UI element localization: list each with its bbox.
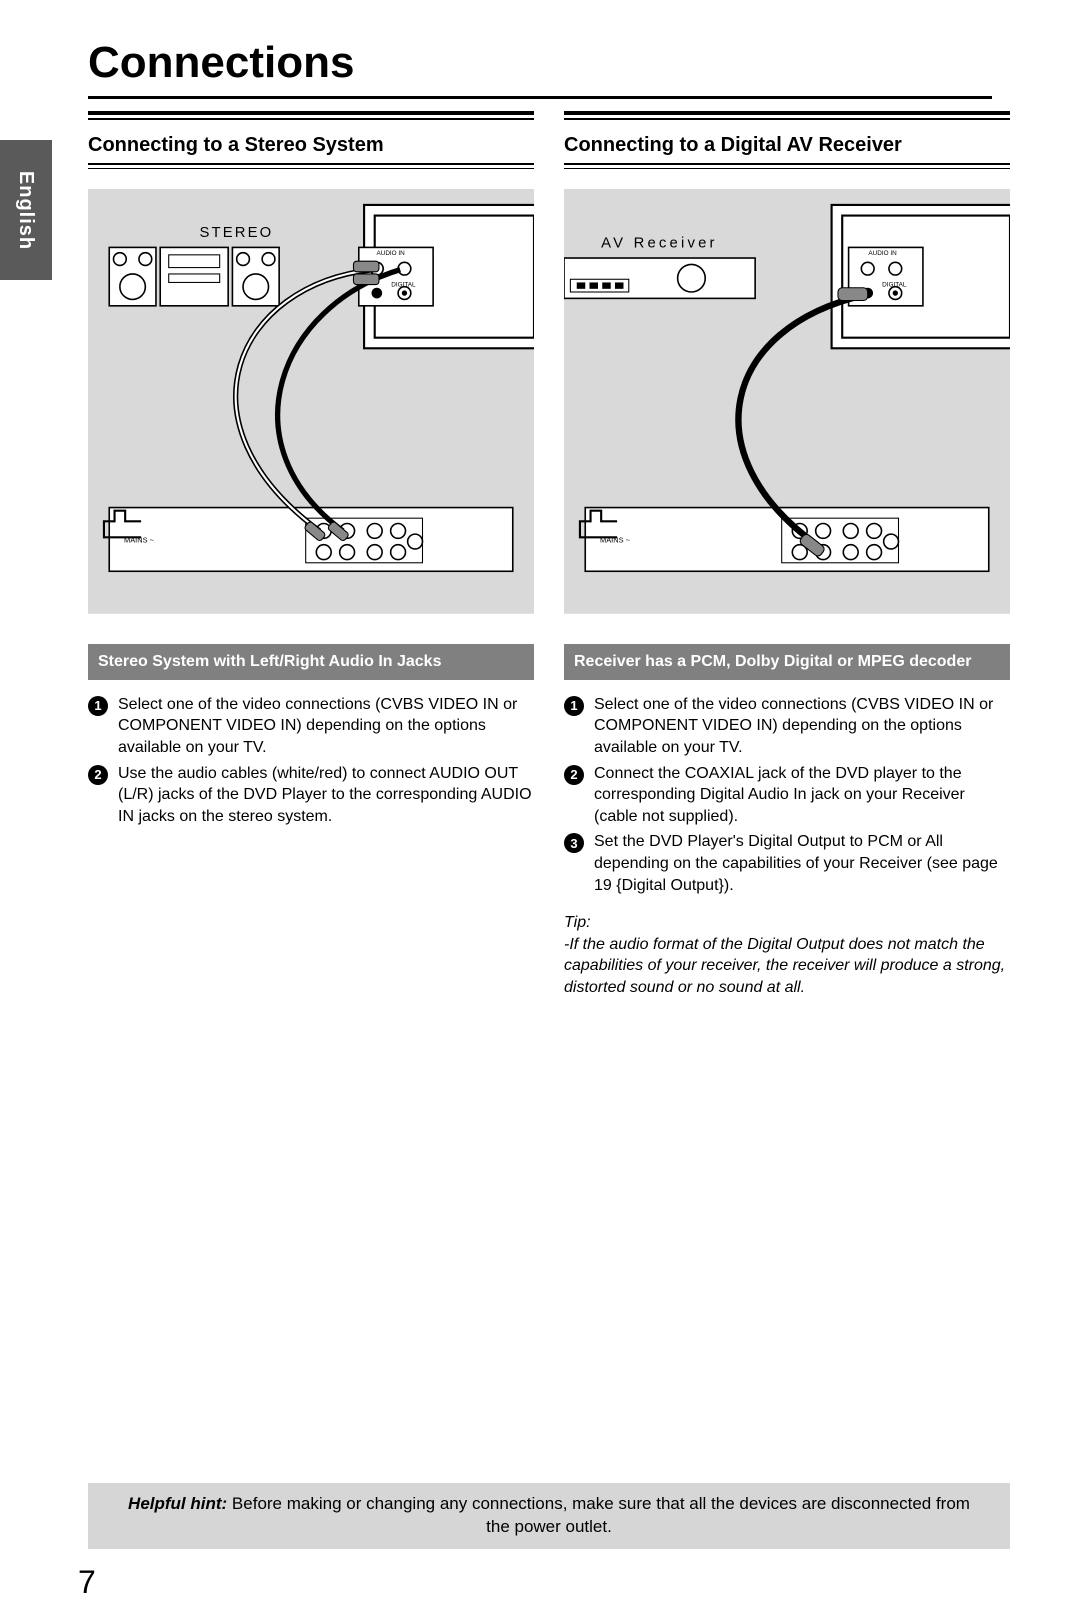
bullet-icon: 2: [564, 765, 584, 785]
page-number: 7: [78, 1564, 96, 1601]
list-item: 2 Connect the COAXIAL jack of the DVD pl…: [564, 763, 1010, 828]
language-tab: English: [0, 140, 52, 280]
helpful-hint: Helpful hint: Before making or changing …: [88, 1483, 1010, 1549]
bullet-icon: 2: [88, 765, 108, 785]
left-steps: 1 Select one of the video connections (C…: [88, 694, 534, 828]
hint-label: Helpful hint:: [128, 1494, 227, 1513]
step-text: Connect the COAXIAL jack of the DVD play…: [594, 763, 1010, 828]
tip-label: Tip:: [564, 912, 1010, 934]
step-text: Select one of the video connections (CVB…: [118, 694, 534, 759]
title-underline: [88, 96, 992, 99]
step-text: Use the audio cables (white/red) to conn…: [118, 763, 534, 828]
left-column: Connecting to a Stereo System STEREO: [88, 111, 534, 998]
language-label: English: [15, 170, 38, 249]
section-rule-bottom: [88, 163, 534, 169]
bullet-icon: 1: [564, 696, 584, 716]
svg-text:AUDIO IN: AUDIO IN: [868, 250, 897, 257]
svg-text:DIGITAL: DIGITAL: [391, 282, 416, 289]
av-receiver-diagram: AV Receiver AUDIO IN DIGITAL MAINS ~: [564, 189, 1010, 614]
hint-text: Before making or changing any connection…: [227, 1494, 970, 1536]
step-text: Select one of the video connections (CVB…: [594, 694, 1010, 759]
svg-text:STEREO: STEREO: [200, 225, 274, 241]
stereo-diagram: STEREO AUDIO IN DIGITAL: [88, 189, 534, 614]
svg-text:AUDIO IN: AUDIO IN: [377, 250, 406, 257]
list-item: 1 Select one of the video connections (C…: [564, 694, 1010, 759]
right-steps: 1 Select one of the video connections (C…: [564, 694, 1010, 896]
section-rule-top: [88, 111, 534, 120]
right-column: Connecting to a Digital AV Receiver AV R…: [564, 111, 1010, 998]
list-item: 1 Select one of the video connections (C…: [88, 694, 534, 759]
bullet-icon: 3: [564, 833, 584, 853]
bullet-icon: 1: [88, 696, 108, 716]
tip-text: -If the audio format of the Digital Outp…: [564, 934, 1010, 999]
left-gray-bar: Stereo System with Left/Right Audio In J…: [88, 644, 534, 680]
tip-block: Tip: -If the audio format of the Digital…: [564, 912, 1010, 998]
section-rule-bottom: [564, 163, 1010, 169]
page-title: Connections: [0, 0, 1080, 96]
svg-text:DIGITAL: DIGITAL: [882, 282, 907, 289]
list-item: 3 Set the DVD Player's Digital Output to…: [564, 831, 1010, 896]
step-text: Set the DVD Player's Digital Output to P…: [594, 831, 1010, 896]
left-section-heading: Connecting to a Stereo System: [88, 130, 534, 163]
right-gray-bar: Receiver has a PCM, Dolby Digital or MPE…: [564, 644, 1010, 680]
list-item: 2 Use the audio cables (white/red) to co…: [88, 763, 534, 828]
section-rule-top: [564, 111, 1010, 120]
right-section-heading: Connecting to a Digital AV Receiver: [564, 130, 1010, 163]
svg-text:AV Receiver: AV Receiver: [601, 235, 718, 251]
